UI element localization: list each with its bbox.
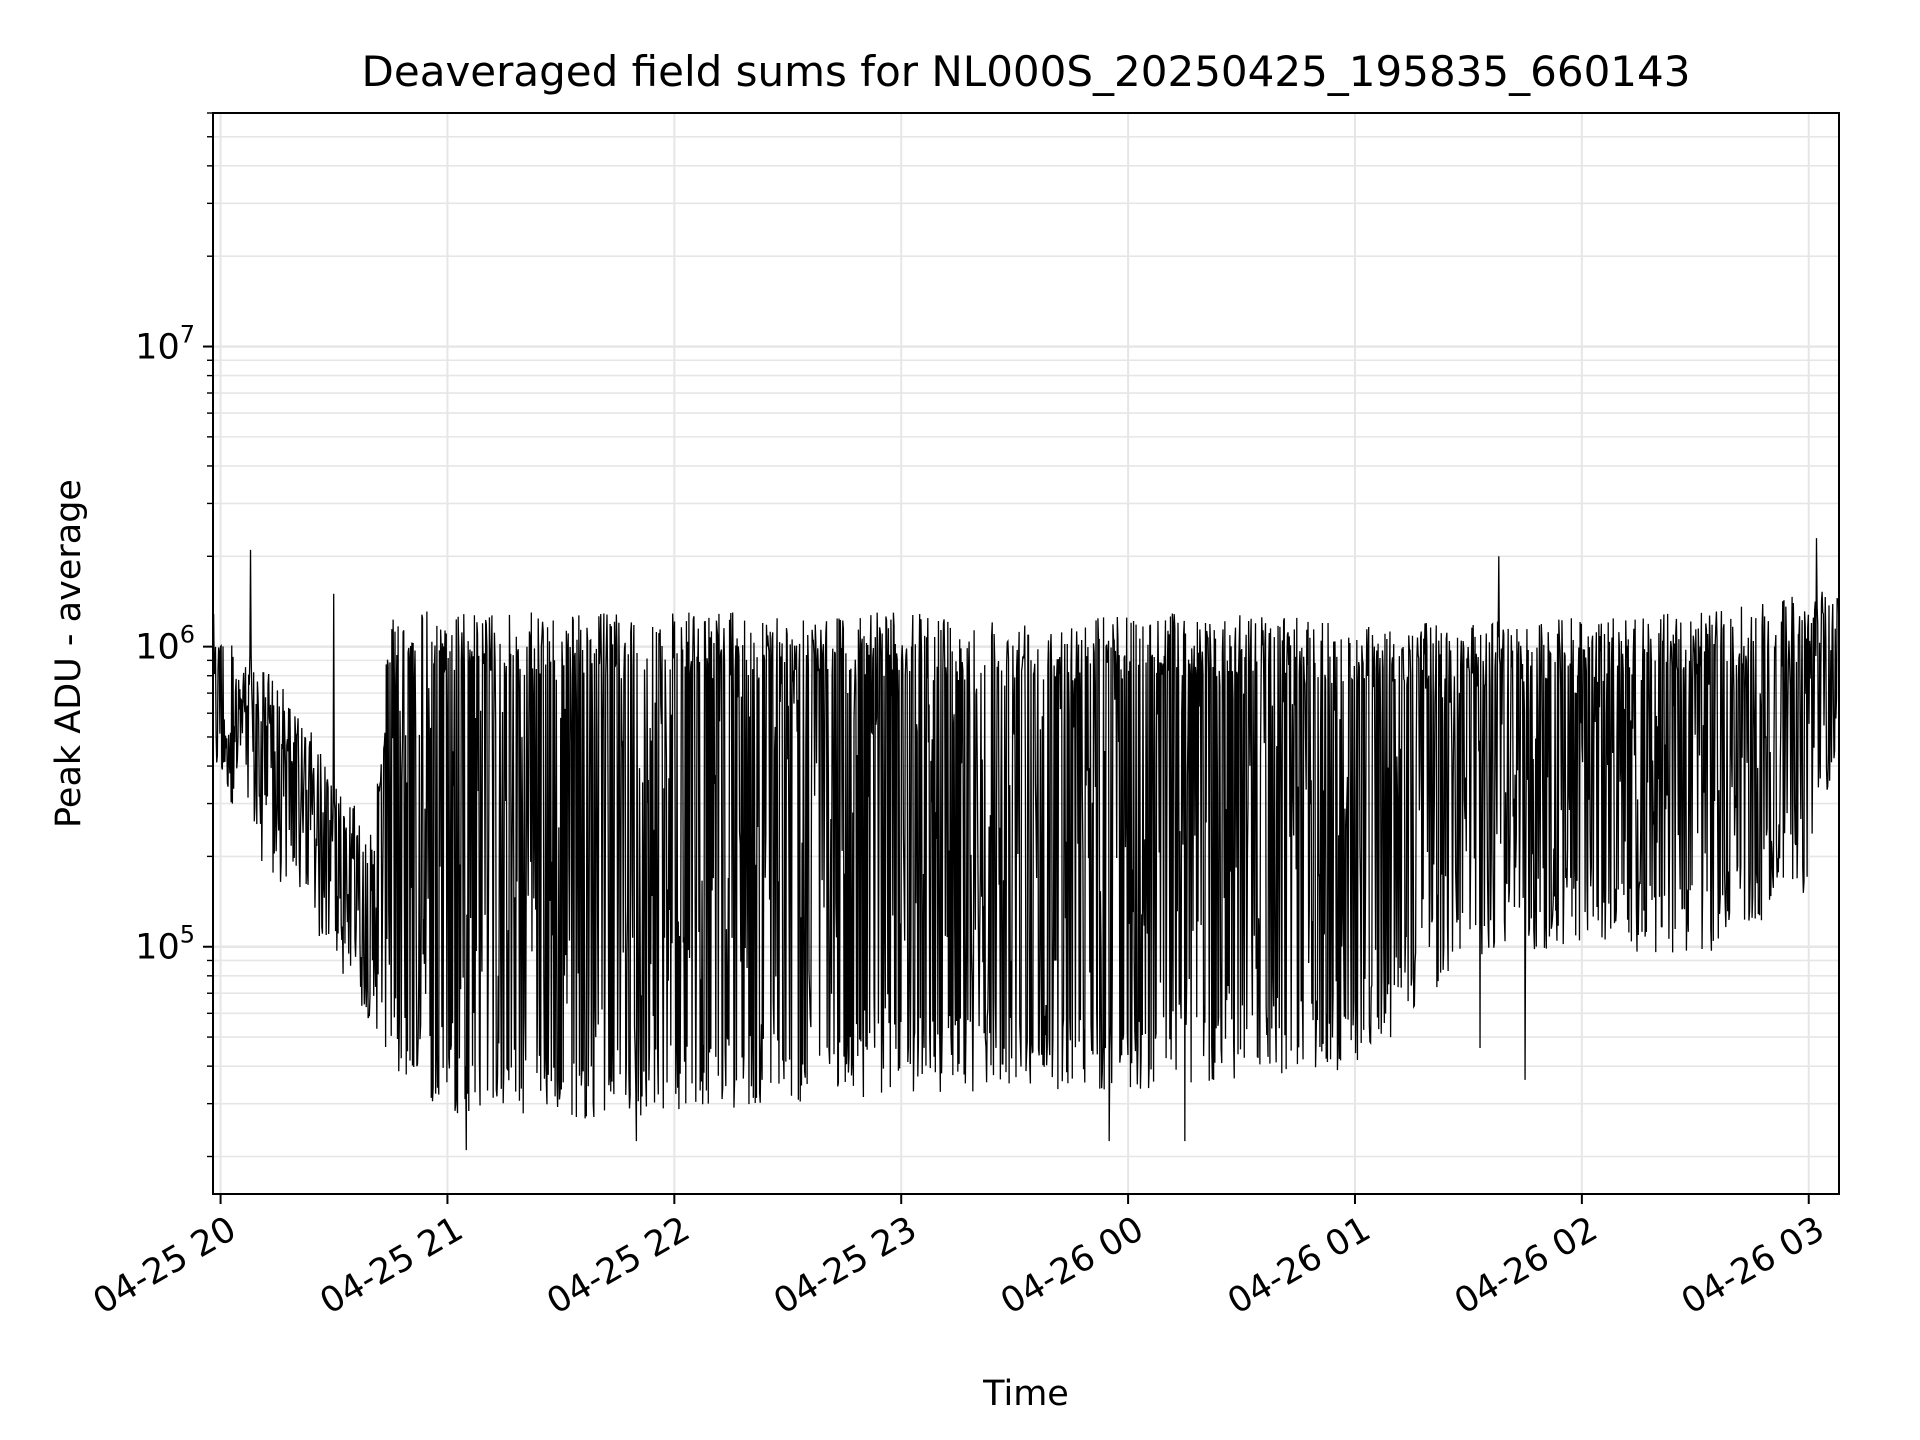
- y-axis-label: Peak ADU - average: [49, 479, 89, 828]
- x-axis-label: Time: [982, 1374, 1069, 1414]
- series-line: [212, 538, 1840, 1151]
- chart-title: Deaveraged field sums for NL000S_2025042…: [362, 47, 1691, 96]
- y-tick-label: 107: [135, 321, 195, 368]
- plot-frame: [212, 112, 1840, 1195]
- series-trace: [212, 538, 1840, 1151]
- y-tick-label: 106: [135, 621, 195, 668]
- y-tick-label: 105: [135, 921, 195, 968]
